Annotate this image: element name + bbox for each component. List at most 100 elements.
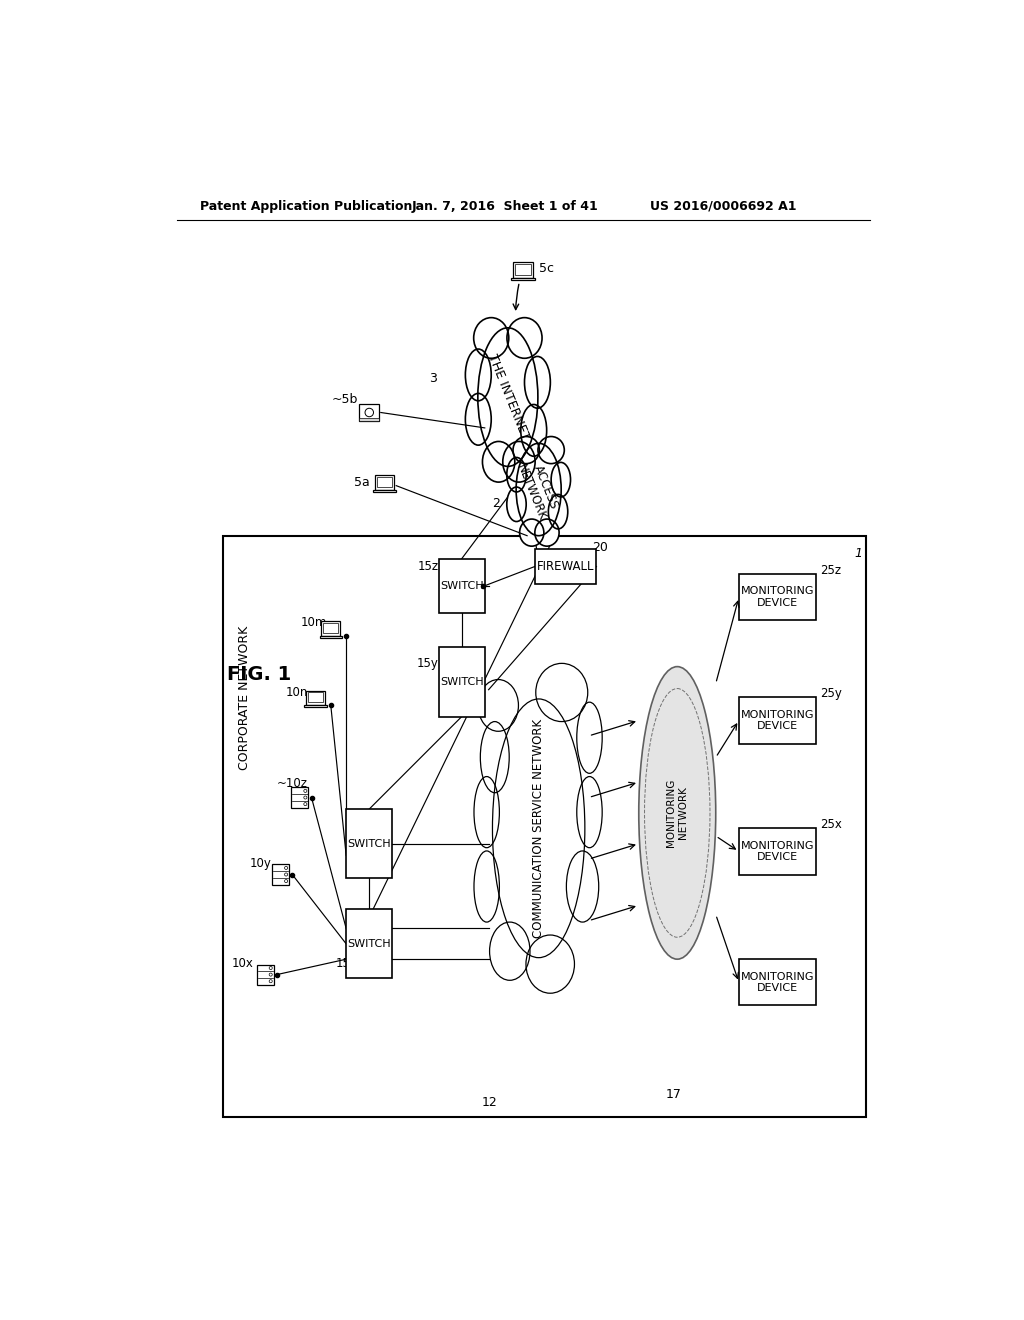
Ellipse shape [521,404,547,457]
Bar [257,965,273,985]
Text: ACCESS
NETWORK: ACCESS NETWORK [514,457,563,523]
Bar [359,417,380,421]
Bar [438,647,484,717]
Ellipse shape [566,851,599,923]
Ellipse shape [507,458,526,492]
Ellipse shape [474,851,500,923]
Text: 15x: 15x [336,957,357,970]
Ellipse shape [507,487,526,521]
Bar [319,636,342,638]
Bar [376,475,394,490]
Bar [739,697,816,743]
Ellipse shape [507,318,542,358]
Bar [374,490,396,491]
Ellipse shape [524,356,550,408]
Ellipse shape [480,722,509,793]
Text: US 2016/0006692 A1: US 2016/0006692 A1 [650,199,797,213]
Text: 3: 3 [429,372,437,384]
Ellipse shape [516,444,561,536]
Text: 10x: 10x [231,957,254,970]
Text: 5a: 5a [353,475,370,488]
Text: 10y: 10y [250,857,271,870]
Text: FIREWALL: FIREWALL [537,560,594,573]
Text: COMMUNICATION SERVICE NETWORK: COMMUNICATION SERVICE NETWORK [532,718,545,939]
Ellipse shape [482,441,515,482]
Text: 10m: 10m [300,616,327,628]
Text: MONITORING
NETWORK: MONITORING NETWORK [667,779,688,847]
Text: 12: 12 [481,1096,498,1109]
Circle shape [365,408,374,417]
Bar [322,622,340,636]
Text: 15y: 15y [417,656,438,669]
Ellipse shape [519,519,544,546]
Text: 1: 1 [854,548,862,560]
Bar [359,404,380,421]
Ellipse shape [474,776,500,847]
Bar [324,623,338,632]
Text: ~5b: ~5b [332,393,358,407]
Text: Jan. 7, 2016  Sheet 1 of 41: Jan. 7, 2016 Sheet 1 of 41 [412,199,598,213]
Bar [306,690,325,705]
Circle shape [269,973,272,977]
Circle shape [304,803,307,805]
Bar [739,829,816,874]
Bar [513,263,534,277]
Text: MONITORING
DEVICE: MONITORING DEVICE [740,972,814,993]
Bar [739,960,816,1006]
Text: SWITCH: SWITCH [347,939,391,949]
Text: 25x: 25x [819,818,842,832]
Bar [535,549,596,583]
Ellipse shape [478,680,518,731]
Ellipse shape [639,667,716,960]
Bar [292,788,308,808]
Text: 25y: 25y [819,688,842,701]
Text: MONITORING
DEVICE: MONITORING DEVICE [740,710,814,731]
Bar [346,909,392,978]
Bar [223,536,866,1117]
Circle shape [285,879,288,883]
Text: 10n: 10n [286,686,307,698]
Ellipse shape [514,437,563,541]
Ellipse shape [465,393,492,445]
Ellipse shape [513,437,540,463]
Circle shape [304,796,307,799]
Circle shape [304,789,307,792]
Ellipse shape [489,923,530,981]
Bar [272,865,289,884]
Bar [308,692,323,702]
Text: THE INTERNET: THE INTERNET [484,352,531,442]
Ellipse shape [489,682,588,974]
Bar [438,558,484,612]
Ellipse shape [536,664,588,722]
Circle shape [269,979,272,983]
Circle shape [269,966,272,969]
Ellipse shape [475,318,541,475]
Text: SWITCH: SWITCH [347,838,391,849]
Text: SWITCH: SWITCH [440,677,483,686]
Ellipse shape [535,519,559,546]
Bar [346,809,392,878]
Ellipse shape [493,700,585,958]
Text: 17: 17 [666,1088,682,1101]
Text: 15z: 15z [418,561,438,573]
Text: MONITORING
DEVICE: MONITORING DEVICE [740,586,814,609]
Ellipse shape [465,348,492,401]
Bar [304,705,327,708]
Text: Patent Application Publication: Patent Application Publication [200,199,413,213]
Text: CORPORATE NETWORK: CORPORATE NETWORK [238,626,251,770]
Bar [515,264,531,275]
Ellipse shape [503,441,536,482]
Ellipse shape [526,935,574,993]
Text: 5c: 5c [539,263,554,276]
Bar [511,277,536,280]
Text: 2: 2 [493,498,501,511]
Ellipse shape [478,327,538,466]
Text: SWITCH: SWITCH [440,581,483,591]
Text: ~10z: ~10z [276,777,307,791]
Text: 25z: 25z [819,564,841,577]
Ellipse shape [538,437,564,463]
Text: 20: 20 [593,541,608,554]
Ellipse shape [549,495,567,529]
Ellipse shape [577,776,602,847]
Text: MONITORING
DEVICE: MONITORING DEVICE [740,841,814,862]
